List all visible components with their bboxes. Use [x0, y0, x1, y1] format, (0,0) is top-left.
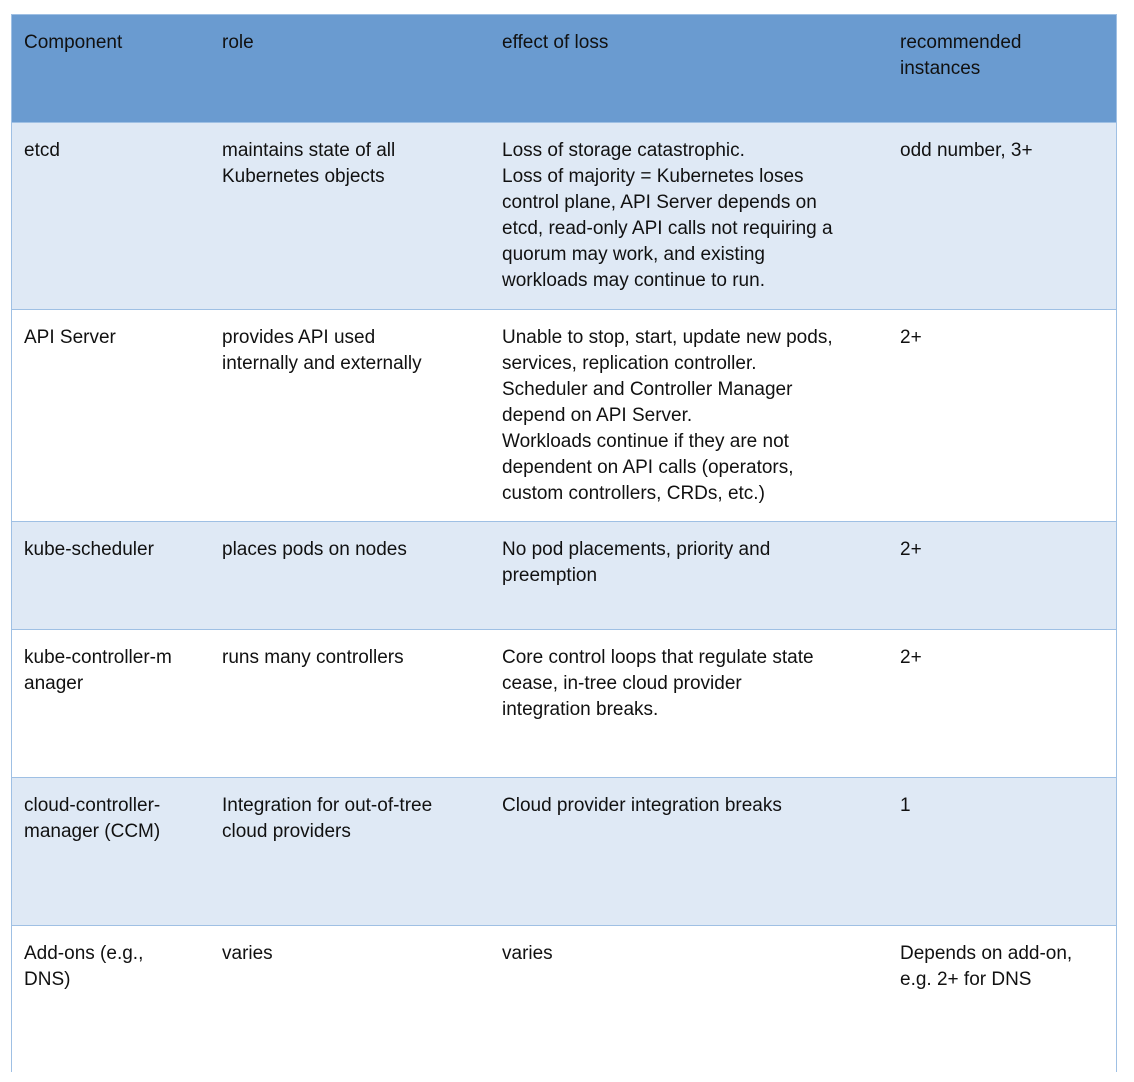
cell-role: places pods on nodes	[222, 539, 407, 560]
cell-component: etcd	[24, 140, 60, 161]
header-effect-of-loss: effect of loss	[502, 32, 609, 53]
components-table: Component role effect of loss recommende…	[11, 14, 1117, 1072]
table-row: cloud-controller- manager (CCM) Integrat…	[12, 778, 1116, 926]
header-component: Component	[24, 32, 123, 53]
table-row: kube-scheduler places pods on nodes No p…	[12, 522, 1116, 630]
cell-instances: 1	[900, 795, 911, 816]
cell-role: runs many controllers	[222, 647, 404, 668]
table-row: Add-ons (e.g., DNS) varies varies Depend…	[12, 926, 1116, 1072]
cell-instances: 2+	[900, 539, 922, 560]
cell-role: provides API used internally and externa…	[222, 327, 422, 374]
cell-effect: Core control loops that regulate state c…	[502, 647, 814, 720]
cell-effect: Cloud provider integration breaks	[502, 795, 782, 816]
cell-effect: Unable to stop, start, update new pods, …	[502, 327, 833, 504]
cell-instances: Depends on add-on, e.g. 2+ for DNS	[900, 943, 1073, 990]
header-role: role	[222, 32, 254, 53]
cell-component: Add-ons (e.g., DNS)	[24, 943, 144, 990]
cell-instances: 2+	[900, 327, 922, 348]
cell-effect: No pod placements, priority and preempti…	[502, 539, 771, 586]
cell-component: kube-scheduler	[24, 539, 154, 560]
cell-effect: Loss of storage catastrophic. Loss of ma…	[502, 140, 833, 291]
cell-component: API Server	[24, 327, 116, 348]
header-recommended-instances: recommended instances	[900, 32, 1022, 79]
cell-role: varies	[222, 943, 273, 964]
cell-role: maintains state of all Kubernetes object…	[222, 140, 396, 187]
cell-instances: odd number, 3+	[900, 140, 1033, 161]
cell-component: cloud-controller- manager (CCM)	[24, 795, 161, 842]
cell-role: Integration for out-of-tree cloud provid…	[222, 795, 433, 842]
cell-instances: 2+	[900, 647, 922, 668]
table-row: API Server provides API used internally …	[12, 310, 1116, 522]
table-header-row: Component role effect of loss recommende…	[12, 15, 1116, 123]
cell-component: kube-controller-m anager	[24, 647, 172, 694]
cell-effect: varies	[502, 943, 553, 964]
table-row: etcd maintains state of all Kubernetes o…	[12, 123, 1116, 310]
table-row: kube-controller-m anager runs many contr…	[12, 630, 1116, 778]
